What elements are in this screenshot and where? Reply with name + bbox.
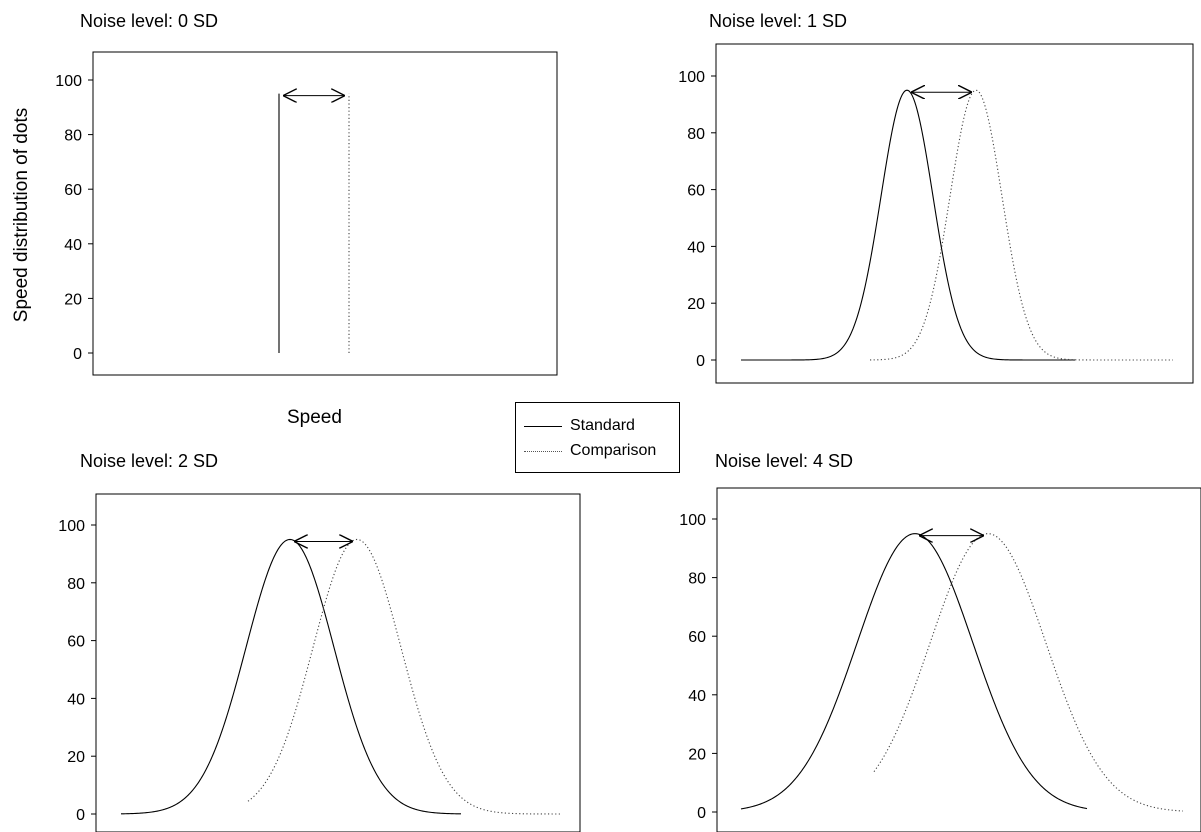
- y-tick-label: 100: [58, 518, 85, 535]
- legend-label-standard: Standard: [570, 417, 635, 434]
- y-tick-label: 100: [679, 512, 706, 529]
- y-tick-label: 100: [55, 73, 82, 90]
- y-tick-label: 80: [688, 571, 706, 588]
- panel-4sd: 0 20 40 60 80 100: [679, 487, 1201, 832]
- plot-frame: [715, 43, 1194, 384]
- y-tick-label: 20: [64, 291, 82, 308]
- legend: Standard Comparison: [515, 402, 680, 473]
- series-comparison-line: [873, 533, 1184, 812]
- x-axis-label: Speed: [287, 407, 342, 428]
- y-tick-label: 40: [67, 691, 85, 708]
- y-tick-label: 60: [64, 182, 82, 199]
- panel-title-0sd: Noise level: 0 SD: [80, 11, 219, 31]
- panel-title-2sd: Noise level: 2 SD: [80, 451, 219, 471]
- panel-title-1sd: Noise level: 1 SD: [709, 11, 848, 31]
- y-tick-label: 100: [678, 69, 705, 86]
- series-standard-line: [740, 533, 1088, 810]
- y-tick-label: 20: [688, 746, 706, 763]
- legend-item-standard: Standard: [524, 415, 635, 437]
- y-tick-label: 80: [687, 126, 705, 143]
- legend-swatch-comparison: [524, 450, 562, 452]
- y-tick-label: 80: [67, 576, 85, 593]
- y-tick-label: 40: [688, 688, 706, 705]
- y-axis-label: Speed distribution of dots: [11, 107, 32, 323]
- plot-frame: [95, 493, 581, 832]
- plot-frame: [92, 51, 558, 376]
- y-tick-label: 20: [67, 749, 85, 766]
- y-tick-label: 80: [64, 128, 82, 145]
- y-tick-label: 0: [76, 807, 85, 824]
- series-comparison-line: [869, 89, 1173, 361]
- panel-1sd: 0 20 40 60 80 100: [678, 43, 1194, 384]
- y-tick-label: 60: [687, 183, 705, 200]
- y-tick-label: 60: [67, 634, 85, 651]
- y-tick-label: 20: [687, 296, 705, 313]
- y-tick-label: 0: [73, 346, 82, 363]
- y-tick-label: 40: [64, 237, 82, 254]
- panel-0sd: 0 20 40 60 80 100: [55, 51, 558, 376]
- series-standard-line: [741, 89, 1075, 361]
- series-comparison-line: [247, 538, 560, 815]
- y-tick-label: 0: [697, 805, 706, 822]
- y-tick-label: 60: [688, 629, 706, 646]
- panel-title-4sd: Noise level: 4 SD: [715, 451, 854, 471]
- plot-frame: [716, 487, 1201, 832]
- panel-2sd: 0 20 40 60 80 100: [58, 493, 581, 832]
- y-tick-label: 0: [696, 353, 705, 370]
- legend-label-comparison: Comparison: [570, 442, 657, 459]
- legend-swatch-standard: [524, 425, 562, 427]
- y-tick-label: 40: [687, 239, 705, 256]
- series-standard-line: [120, 538, 462, 815]
- legend-item-comparison: Comparison: [524, 440, 656, 462]
